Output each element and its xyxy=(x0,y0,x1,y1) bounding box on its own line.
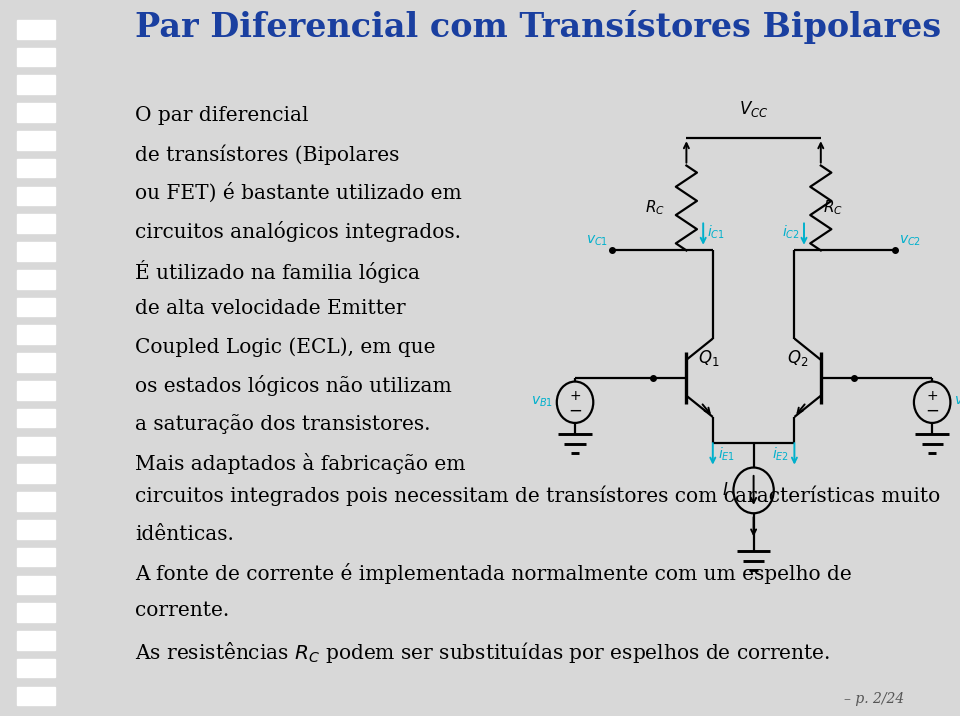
Text: O par diferencial: O par diferencial xyxy=(135,106,308,125)
Bar xyxy=(17,520,55,538)
Text: $i_{E2}$: $i_{E2}$ xyxy=(773,445,790,463)
Text: circuitos analógicos integrados.: circuitos analógicos integrados. xyxy=(135,221,461,243)
Text: Mais adaptados à fabricação em: Mais adaptados à fabricação em xyxy=(135,453,466,473)
Text: a saturação dos transistores.: a saturação dos transistores. xyxy=(135,414,430,434)
Text: $v_{C2}$: $v_{C2}$ xyxy=(900,233,922,248)
Text: $i_{C1}$: $i_{C1}$ xyxy=(707,223,725,241)
Bar xyxy=(17,381,55,400)
Bar xyxy=(17,576,55,594)
Text: −: − xyxy=(925,402,939,420)
Bar xyxy=(17,326,55,344)
Text: Par Diferencial com Transístores Bipolares: Par Diferencial com Transístores Bipolar… xyxy=(135,10,941,44)
Text: de alta velocidade Emitter: de alta velocidade Emitter xyxy=(135,299,405,317)
Text: $i_{E1}$: $i_{E1}$ xyxy=(718,445,734,463)
Bar xyxy=(17,631,55,649)
Text: $v_{B1}$: $v_{B1}$ xyxy=(531,395,553,410)
Text: ou FET) é bastante utilizado em: ou FET) é bastante utilizado em xyxy=(135,183,462,203)
Bar xyxy=(17,492,55,511)
Text: $Q_2$: $Q_2$ xyxy=(787,348,809,368)
Bar xyxy=(17,409,55,427)
Bar xyxy=(17,187,55,205)
Bar xyxy=(17,298,55,316)
Text: +: + xyxy=(926,389,938,402)
Bar xyxy=(17,270,55,289)
Bar xyxy=(17,103,55,122)
Text: −: − xyxy=(568,402,582,420)
Bar xyxy=(17,20,55,39)
Bar xyxy=(17,687,55,705)
Text: $V_{CC}$: $V_{CC}$ xyxy=(739,100,768,120)
Bar xyxy=(17,75,55,94)
Text: $R_C$: $R_C$ xyxy=(824,198,843,218)
Text: de transístores (Bipolares: de transístores (Bipolares xyxy=(135,145,399,165)
Text: os estados lógicos não utilizam: os estados lógicos não utilizam xyxy=(135,375,451,397)
Bar xyxy=(17,48,55,67)
Text: – p. 2/24: – p. 2/24 xyxy=(844,692,904,706)
Text: +: + xyxy=(569,389,581,402)
Text: corrente.: corrente. xyxy=(135,601,229,621)
Text: idênticas.: idênticas. xyxy=(135,525,234,543)
Text: A fonte de corrente é implementada normalmente com um espelho de: A fonte de corrente é implementada norma… xyxy=(135,563,852,584)
Bar xyxy=(17,353,55,372)
Text: $R_C$: $R_C$ xyxy=(645,198,665,218)
Text: Coupled Logic (ECL), em que: Coupled Logic (ECL), em que xyxy=(135,337,436,357)
Text: $v_{C1}$: $v_{C1}$ xyxy=(586,233,609,248)
Bar xyxy=(17,465,55,483)
Text: É utilizado na familia lógica: É utilizado na familia lógica xyxy=(135,260,420,283)
Bar xyxy=(17,604,55,622)
Bar xyxy=(17,437,55,455)
Text: $Q_1$: $Q_1$ xyxy=(699,348,720,368)
Text: $I$: $I$ xyxy=(722,482,729,499)
Bar xyxy=(17,242,55,261)
Text: circuitos integrados pois necessitam de transístores com características muito: circuitos integrados pois necessitam de … xyxy=(135,486,940,506)
Text: $v_{B2}$: $v_{B2}$ xyxy=(954,395,960,410)
Text: $i_{C2}$: $i_{C2}$ xyxy=(782,223,801,241)
Bar xyxy=(17,214,55,233)
Bar xyxy=(17,659,55,677)
Bar xyxy=(17,548,55,566)
Bar xyxy=(17,159,55,178)
Text: As resistências $R_C$ podem ser substituídas por espelhos de corrente.: As resistências $R_C$ podem ser substitu… xyxy=(135,640,830,665)
Bar xyxy=(17,131,55,150)
